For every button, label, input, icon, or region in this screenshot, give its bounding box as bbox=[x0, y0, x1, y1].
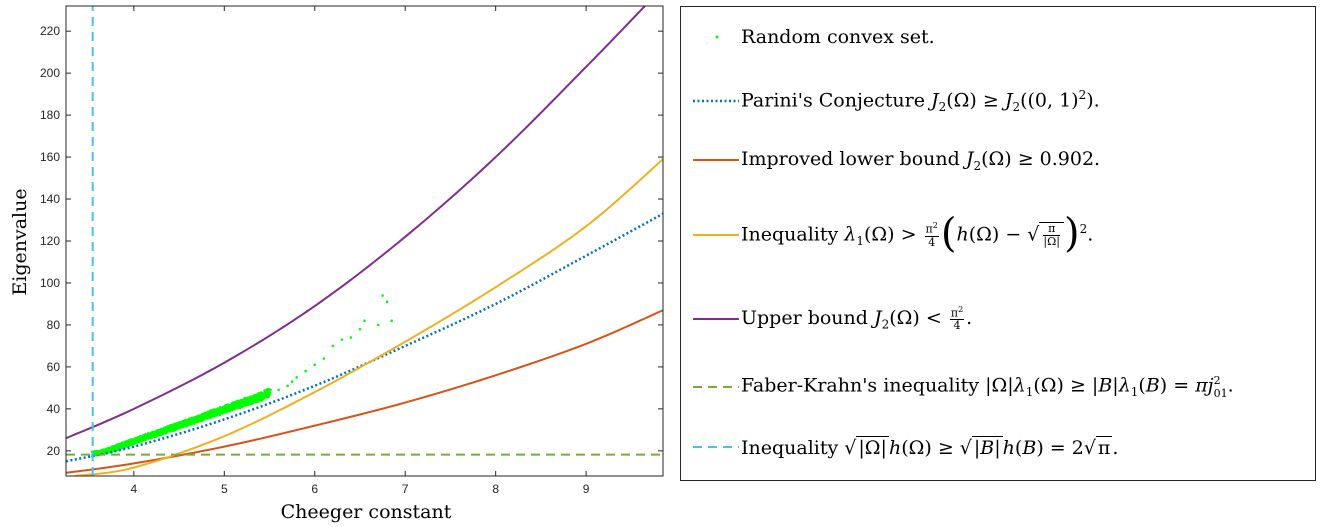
legend-item-inequality-lambda: Inequality λ1(Ω) > π2 4 (h(Ω) − √ π |Ω|)2. bbox=[693, 210, 1094, 257]
legend-item-inequality-cheeger: Inequality √ |Ω| h(Ω) ≥ √ |B| h(B) = 2√ π. bbox=[693, 427, 1118, 467]
legend-key-dotted-blue bbox=[693, 99, 739, 103]
scatter-point-32 bbox=[376, 323, 380, 327]
series-line-4 bbox=[66, 6, 646, 440]
legend-key-solid-purple bbox=[693, 318, 739, 320]
scatter-point-cloud-402-1 bbox=[216, 407, 219, 410]
scatter-point-31 bbox=[363, 319, 366, 323]
scatter-point-21 bbox=[286, 384, 289, 388]
y-tick-label: 80 bbox=[47, 318, 61, 332]
legend-key-solid-orange bbox=[693, 159, 739, 161]
scatter-point-cloud-517-2 bbox=[251, 401, 254, 405]
series-line-2 bbox=[66, 309, 663, 474]
legend-item-upper-bound: Upper bound J2(Ω) < π2 4. bbox=[693, 299, 972, 339]
scatter-point-cloud-476-1 bbox=[239, 401, 242, 404]
scatter-point-cloud-452-1 bbox=[231, 406, 234, 410]
scatter-point-30 bbox=[358, 327, 362, 331]
scatter-point-cloud-407-2 bbox=[218, 413, 221, 416]
legend-label-parini: Parini's Conjecture J2(Ω) ≥ J2((0, 1)2). bbox=[741, 87, 1100, 115]
scatter-point-20 bbox=[277, 388, 280, 392]
scatter-point-24 bbox=[304, 369, 308, 373]
x-tick-label: 8 bbox=[492, 482, 499, 496]
scatter-point-29 bbox=[349, 336, 353, 339]
scatter-point-cloud-383-1 bbox=[210, 415, 214, 418]
scatter-point-cloud-548-2 bbox=[260, 394, 264, 397]
legend-label-inequality-cheeger: Inequality √ |Ω| h(Ω) ≥ √ |B| h(B) = 2√ π. bbox=[741, 435, 1119, 459]
legend-label-improved-lower-bound: Improved lower bound J2(Ω) ≥ 0.902. bbox=[741, 147, 1101, 173]
y-axis-label: Eigenvalue bbox=[9, 188, 31, 295]
x-tick-label: 6 bbox=[311, 482, 318, 496]
axes-frame bbox=[65, 5, 664, 477]
scatter-point-26 bbox=[322, 357, 326, 360]
y-tick-label: 40 bbox=[47, 402, 61, 416]
scatter-point-34 bbox=[385, 300, 389, 304]
y-tick-label: 220 bbox=[40, 24, 60, 38]
scatter-point-cloud-570-2 bbox=[267, 391, 270, 394]
scatter-point-25 bbox=[313, 363, 317, 367]
y-tick-label: 60 bbox=[47, 360, 61, 374]
series-random-convex-set bbox=[90, 294, 393, 458]
scatter-point-cloud-467-0 bbox=[236, 402, 239, 405]
scatter-point-cloud-492-1 bbox=[243, 396, 247, 400]
y-tick-label: 20 bbox=[47, 444, 61, 458]
legend-label-upper-bound: Upper bound J2(Ω) < π2 4. bbox=[741, 305, 973, 333]
x-tick-label: 9 bbox=[583, 482, 590, 496]
legend-key-dashed-green bbox=[693, 386, 739, 388]
x-tick-label: 4 bbox=[130, 482, 137, 496]
scatter-point-cloud-497-0 bbox=[246, 396, 249, 399]
legend-key-dashed-cyan bbox=[693, 446, 739, 448]
y-tick-label: 180 bbox=[40, 108, 60, 122]
legend: Random convex set. Parini's Conjecture J… bbox=[680, 6, 1316, 481]
legend-key-solid-yellow bbox=[693, 234, 739, 236]
y-tick-label: 160 bbox=[40, 150, 60, 164]
scatter-point-33 bbox=[381, 294, 384, 297]
legend-item-faber-krahn: Faber-Krahn's inequality |Ω|λ1(Ω) ≥ |B|λ… bbox=[693, 367, 1234, 407]
y-tick-label: 100 bbox=[40, 276, 60, 290]
legend-label-random-convex-set: Random convex set. bbox=[741, 26, 935, 48]
legend-label-faber-krahn: Faber-Krahn's inequality |Ω|λ1(Ω) ≥ |B|λ… bbox=[741, 374, 1234, 400]
legend-item-improved-lower-bound: Improved lower bound J2(Ω) ≥ 0.902. bbox=[693, 140, 1100, 180]
plot-content bbox=[66, 6, 663, 476]
scatter-point-27 bbox=[331, 344, 335, 348]
scatter-point-cloud-444-1 bbox=[229, 409, 232, 412]
axis-ticks: 4 5 6 7 8 9 20 40 60 80 100 120 140 160 180 200 220 bbox=[40, 6, 663, 496]
legend-label-inequality-lambda: Inequality λ1(Ω) > π2 4 (h(Ω) − √ π |Ω|)2. bbox=[741, 210, 1094, 257]
scatter-point-cloud-25-1 bbox=[101, 448, 105, 451]
x-tick-label: 5 bbox=[221, 482, 228, 496]
x-tick-label: 7 bbox=[402, 482, 409, 496]
chart: 4 5 6 7 8 9 20 40 60 80 100 120 140 160 180 200 220 Chee… bbox=[9, 5, 664, 523]
scatter-point-35 bbox=[390, 319, 393, 323]
scatter-point-cloud-554-0 bbox=[263, 396, 266, 400]
legend-item-random-convex-set: Random convex set. bbox=[693, 17, 935, 57]
y-tick-label: 140 bbox=[40, 192, 60, 206]
scatter-point-28 bbox=[340, 338, 344, 341]
x-axis-label: Cheeger constant bbox=[281, 501, 452, 523]
series-line-1 bbox=[66, 212, 663, 463]
scatter-point-23 bbox=[295, 376, 298, 379]
legend-item-parini: Parini's Conjecture J2(Ω) ≥ J2((0, 1)2). bbox=[693, 81, 1100, 121]
scatter-point-cloud-540-2 bbox=[258, 398, 261, 402]
y-tick-label: 200 bbox=[40, 66, 60, 80]
scatter-point-cloud-285-0 bbox=[182, 425, 185, 429]
scatter-point-22 bbox=[290, 380, 294, 383]
scatter-point-cloud-570-0 bbox=[269, 388, 272, 392]
y-tick-label: 120 bbox=[40, 234, 60, 248]
series-line-3 bbox=[74, 158, 663, 476]
scatter-point-cloud-103-1 bbox=[126, 442, 129, 446]
legend-key-scatter bbox=[715, 35, 719, 39]
scatter-point-cloud-468-1 bbox=[236, 399, 240, 402]
